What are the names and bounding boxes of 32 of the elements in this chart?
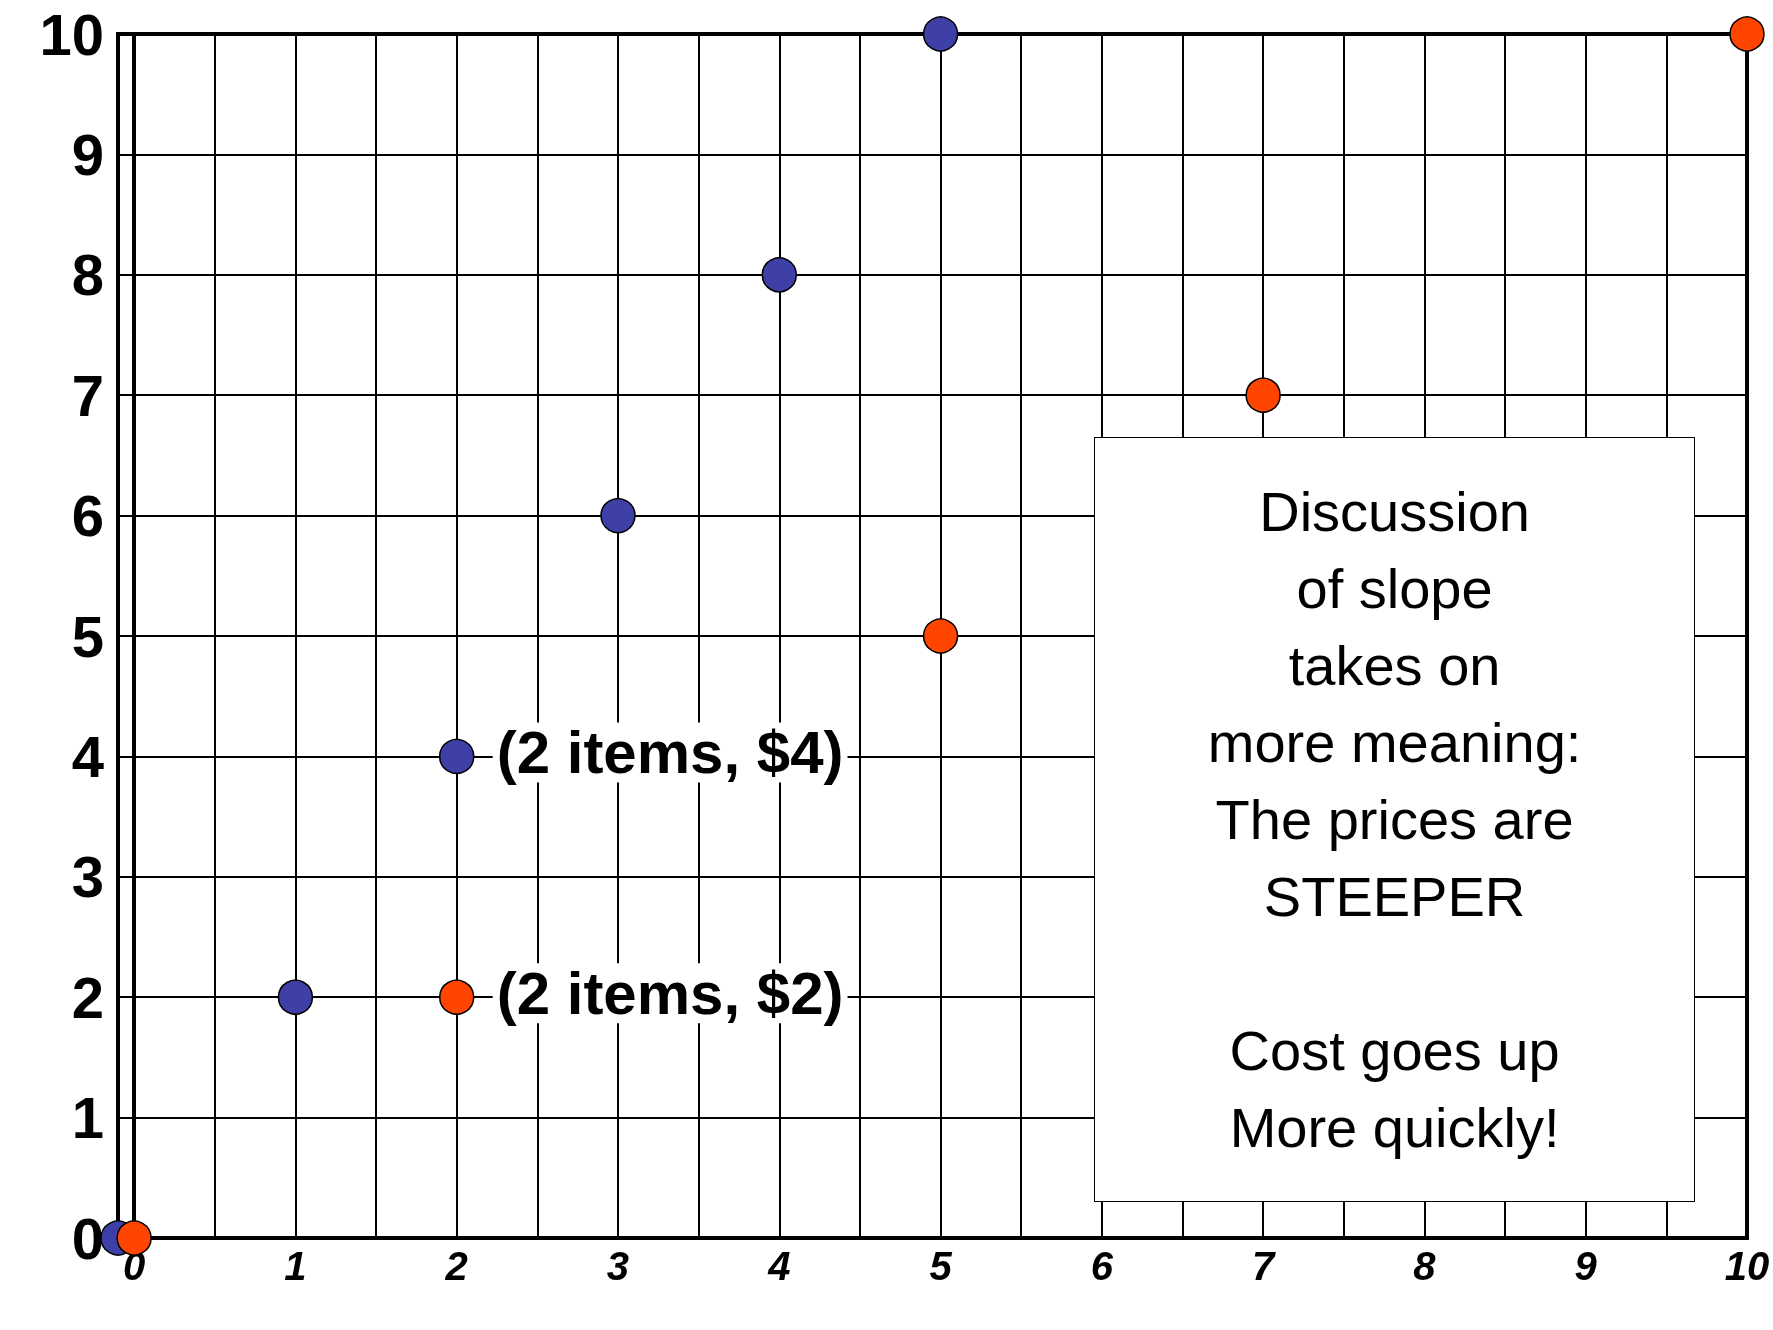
point [1245,377,1281,413]
x-tick-label: 10 [1724,1244,1770,1288]
y-tick-label: 10 [39,1,104,67]
point [1729,16,1765,52]
y-tick-label: 9 [71,121,104,187]
y-tick-label: 1 [71,1085,104,1151]
y-tick-label: 8 [71,242,104,308]
text-box: Discussion of slope takes on more meaning: The prices are STEEPER Cost goes up More quickly! [1093,437,1696,1202]
x-tick-label: 2 [444,1244,468,1288]
annotation: (2 items, $2) [496,959,844,1027]
point [600,497,636,534]
x-tick-label: 4 [767,1244,791,1288]
y-tick-label: 7 [71,362,104,428]
point [438,738,475,775]
x-tick-label: 3 [606,1244,630,1288]
y-tick-label: 6 [71,483,104,549]
point [761,257,798,293]
annotation: (2 items, $4) [496,718,844,786]
x-tick-label: 7 [1252,1244,1277,1288]
y-tick-label: 5 [71,603,104,669]
x-tick-label: 9 [1574,1244,1598,1288]
point [438,979,475,1015]
y-tick-label: 4 [71,723,104,789]
x-tick-label: 6 [1090,1244,1114,1288]
point [277,979,314,1015]
x-tick-label: 8 [1413,1244,1437,1288]
y-tick-label: 3 [71,844,104,910]
x-tick-label: 5 [929,1244,953,1288]
point [922,16,959,52]
x-tick-label: 1 [284,1244,307,1288]
y-tick-label: 2 [71,964,104,1030]
point [922,618,959,654]
